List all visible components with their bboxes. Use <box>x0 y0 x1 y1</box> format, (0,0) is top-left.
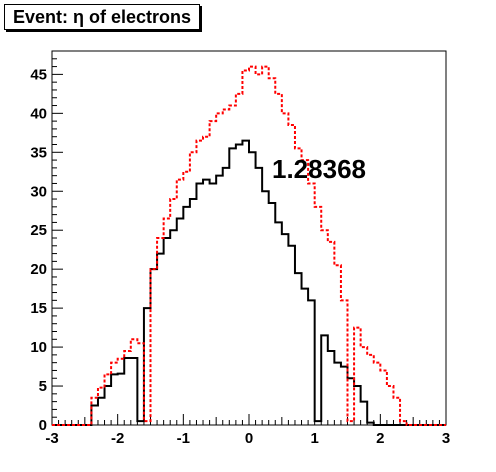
axis-ticks <box>51 58 447 426</box>
y-tick-label: 10 <box>30 339 47 356</box>
y-tick-label: 15 <box>30 300 47 317</box>
y-tick-label: 20 <box>30 261 47 278</box>
x-tick-labels: -3 -2 -1 0 1 2 3 <box>45 430 450 447</box>
x-tick-label: 0 <box>245 430 253 447</box>
y-tick-label: 45 <box>30 66 47 83</box>
x-tick-label: 3 <box>442 430 450 447</box>
histogram-series <box>52 65 446 426</box>
y-tick-label: 25 <box>30 222 47 239</box>
chart-title-box: Event: η of electrons <box>4 4 201 30</box>
y-tick-labels: 0 5 10 15 20 25 30 35 40 45 <box>30 66 47 434</box>
x-tick-label: 1 <box>310 430 318 447</box>
y-tick-label: 35 <box>30 144 47 161</box>
y-tick-label: 30 <box>30 183 47 200</box>
y-tick-label: 5 <box>39 378 47 395</box>
x-tick-label: -3 <box>45 430 58 447</box>
chart-title: Event: η of electrons <box>13 6 192 27</box>
x-tick-label: 2 <box>376 430 384 447</box>
y-tick-label: 40 <box>30 105 47 122</box>
x-tick-label: -2 <box>111 430 124 447</box>
x-tick-label: -1 <box>177 430 190 447</box>
histogram-series-2 <box>52 65 446 426</box>
y-tick-label: 0 <box>39 417 47 434</box>
chart-annotation: 1.28368 <box>272 154 366 184</box>
